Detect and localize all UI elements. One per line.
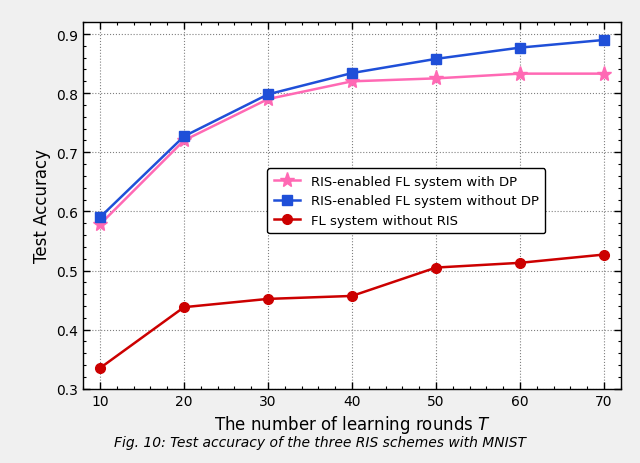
Y-axis label: Test Accuracy: Test Accuracy: [33, 149, 51, 263]
RIS-enabled FL system with DP: [180, 138, 188, 144]
RIS-enabled FL system without DP: [432, 57, 440, 63]
RIS-enabled FL system with DP: [600, 72, 608, 77]
FL system without RIS: [348, 294, 356, 299]
FL system without RIS: [516, 261, 524, 266]
RIS-enabled FL system without DP: [516, 46, 524, 51]
RIS-enabled FL system with DP: [264, 97, 272, 103]
RIS-enabled FL system with DP: [96, 222, 104, 228]
RIS-enabled FL system without DP: [600, 38, 608, 44]
RIS-enabled FL system without DP: [348, 71, 356, 77]
Legend: RIS-enabled FL system with DP, RIS-enabled FL system without DP, FL system witho: RIS-enabled FL system with DP, RIS-enabl…: [268, 169, 545, 234]
RIS-enabled FL system with DP: [348, 79, 356, 85]
Text: Fig. 10: Test accuracy of the three RIS schemes with MNIST: Fig. 10: Test accuracy of the three RIS …: [114, 435, 526, 449]
FL system without RIS: [600, 252, 608, 258]
RIS-enabled FL system without DP: [264, 92, 272, 98]
FL system without RIS: [96, 365, 104, 371]
RIS-enabled FL system with DP: [432, 76, 440, 82]
Line: RIS-enabled FL system without DP: RIS-enabled FL system without DP: [95, 36, 609, 223]
FL system without RIS: [432, 265, 440, 271]
FL system without RIS: [264, 296, 272, 302]
FL system without RIS: [180, 305, 188, 310]
Line: RIS-enabled FL system with DP: RIS-enabled FL system with DP: [92, 67, 612, 232]
RIS-enabled FL system with DP: [516, 72, 524, 77]
Line: FL system without RIS: FL system without RIS: [95, 250, 609, 373]
X-axis label: The number of learning rounds $T$: The number of learning rounds $T$: [214, 413, 490, 435]
RIS-enabled FL system without DP: [96, 215, 104, 220]
RIS-enabled FL system without DP: [180, 134, 188, 140]
